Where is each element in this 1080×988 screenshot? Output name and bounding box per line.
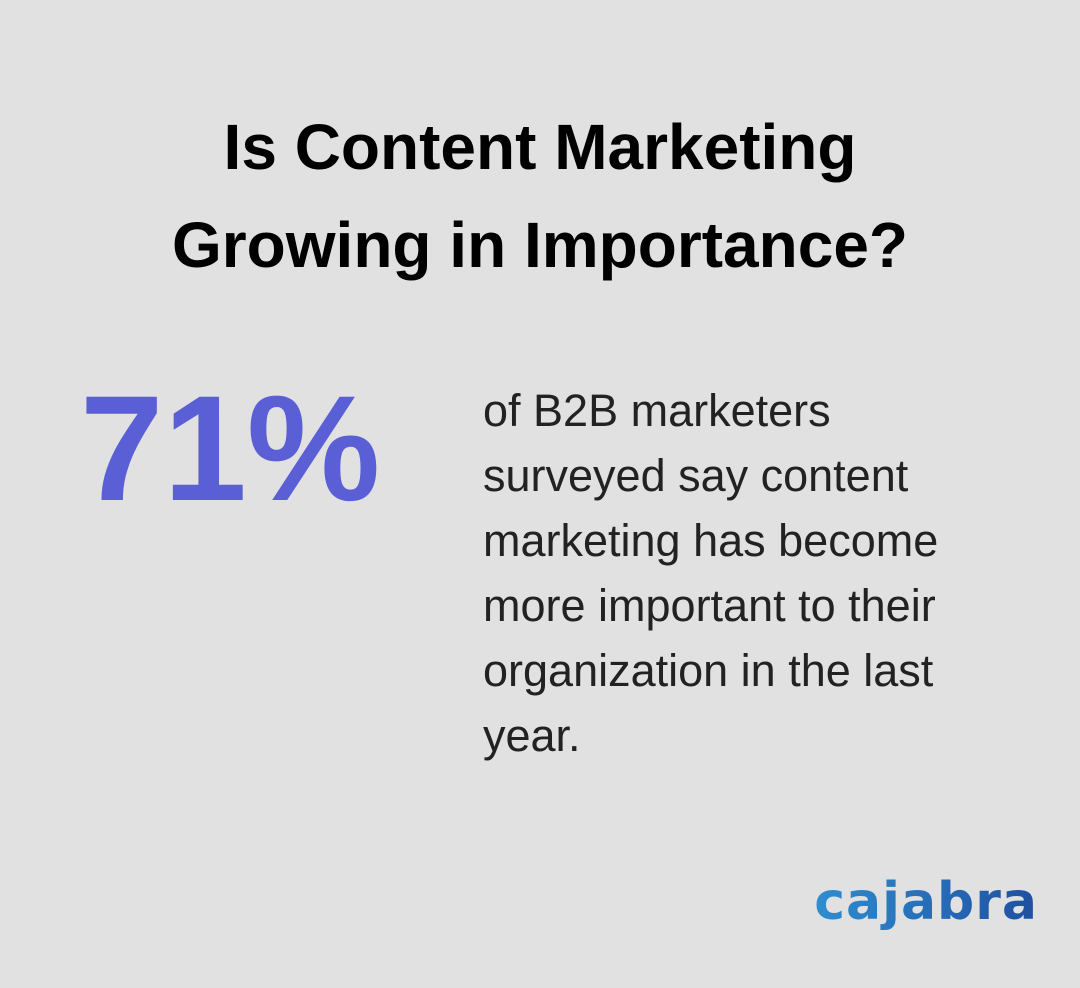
stat-value: 71% (80, 364, 381, 532)
description-line: of B2B marketers (483, 385, 831, 436)
brand-logo: cajabra (814, 872, 1038, 932)
stat-description: of B2B marketers surveyed say content mark… (483, 378, 1063, 768)
description-line: surveyed say content (483, 450, 909, 501)
description-line: more important to their (483, 580, 936, 631)
title: Is Content Marketing Growing in Importan… (171, 111, 909, 281)
description-line: organization in the last (483, 645, 934, 696)
description-line: year. (483, 710, 581, 761)
description-line: marketing has become (483, 515, 939, 566)
